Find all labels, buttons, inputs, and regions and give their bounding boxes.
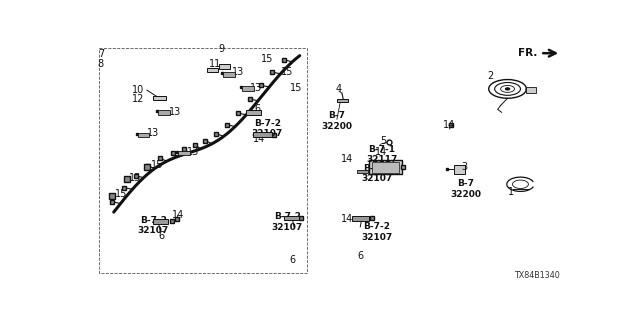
Text: TX84B1340: TX84B1340 — [515, 271, 560, 280]
Text: 7: 7 — [98, 49, 104, 60]
Text: B-7
32200: B-7 32200 — [321, 111, 353, 131]
Text: 12: 12 — [132, 94, 145, 104]
FancyBboxPatch shape — [154, 219, 168, 224]
Text: 6: 6 — [358, 251, 364, 261]
FancyBboxPatch shape — [158, 110, 170, 115]
Text: 14: 14 — [444, 120, 456, 130]
Text: B-7-2
32107: B-7-2 32107 — [361, 164, 392, 183]
Text: 15: 15 — [289, 83, 302, 93]
Text: 13: 13 — [232, 68, 244, 77]
Text: 6: 6 — [159, 230, 165, 241]
FancyBboxPatch shape — [369, 160, 403, 174]
FancyBboxPatch shape — [454, 164, 465, 174]
Text: 15: 15 — [261, 54, 274, 64]
FancyBboxPatch shape — [284, 216, 300, 220]
Text: B-7-2
32107: B-7-2 32107 — [138, 216, 169, 236]
Text: 5: 5 — [380, 136, 387, 146]
Text: 15: 15 — [150, 160, 163, 170]
Text: 13: 13 — [147, 128, 159, 138]
Text: B-7-2
32107: B-7-2 32107 — [252, 119, 283, 138]
Text: B-7-2
32107: B-7-2 32107 — [272, 212, 303, 232]
Text: 15: 15 — [281, 67, 294, 77]
Text: 14: 14 — [253, 134, 266, 144]
FancyBboxPatch shape — [242, 86, 253, 91]
Text: 4: 4 — [336, 84, 342, 94]
Text: 13: 13 — [169, 107, 181, 117]
Text: 13: 13 — [250, 83, 262, 93]
Text: 15: 15 — [115, 189, 127, 199]
FancyBboxPatch shape — [178, 151, 190, 156]
Text: 2: 2 — [488, 71, 494, 81]
FancyBboxPatch shape — [246, 110, 261, 115]
Text: 14: 14 — [340, 154, 353, 164]
FancyBboxPatch shape — [223, 72, 235, 76]
FancyBboxPatch shape — [207, 68, 218, 72]
FancyBboxPatch shape — [138, 132, 150, 137]
FancyBboxPatch shape — [337, 99, 348, 102]
Text: 6: 6 — [255, 104, 260, 114]
Text: 14: 14 — [340, 214, 353, 224]
FancyBboxPatch shape — [219, 64, 230, 69]
Text: 8: 8 — [98, 59, 104, 69]
Text: 11: 11 — [209, 59, 221, 69]
Text: 15: 15 — [129, 172, 141, 183]
Text: B-7
32200: B-7 32200 — [451, 180, 481, 199]
FancyBboxPatch shape — [154, 96, 166, 100]
FancyBboxPatch shape — [356, 170, 368, 173]
Circle shape — [506, 88, 509, 90]
Text: 3: 3 — [461, 162, 467, 172]
FancyBboxPatch shape — [527, 87, 536, 93]
Text: 6: 6 — [289, 255, 295, 265]
FancyBboxPatch shape — [253, 132, 273, 138]
Text: FR.: FR. — [518, 48, 538, 58]
Text: 1: 1 — [508, 187, 513, 197]
Text: 10: 10 — [132, 85, 145, 95]
Text: 14: 14 — [376, 147, 388, 157]
Text: 13: 13 — [187, 147, 199, 157]
FancyBboxPatch shape — [352, 216, 369, 221]
FancyBboxPatch shape — [372, 162, 399, 173]
Text: 14: 14 — [172, 210, 184, 220]
Text: B-7-2
32107: B-7-2 32107 — [361, 222, 392, 242]
Text: B-7-1
32117: B-7-1 32117 — [366, 145, 397, 164]
Text: 9: 9 — [218, 44, 225, 54]
